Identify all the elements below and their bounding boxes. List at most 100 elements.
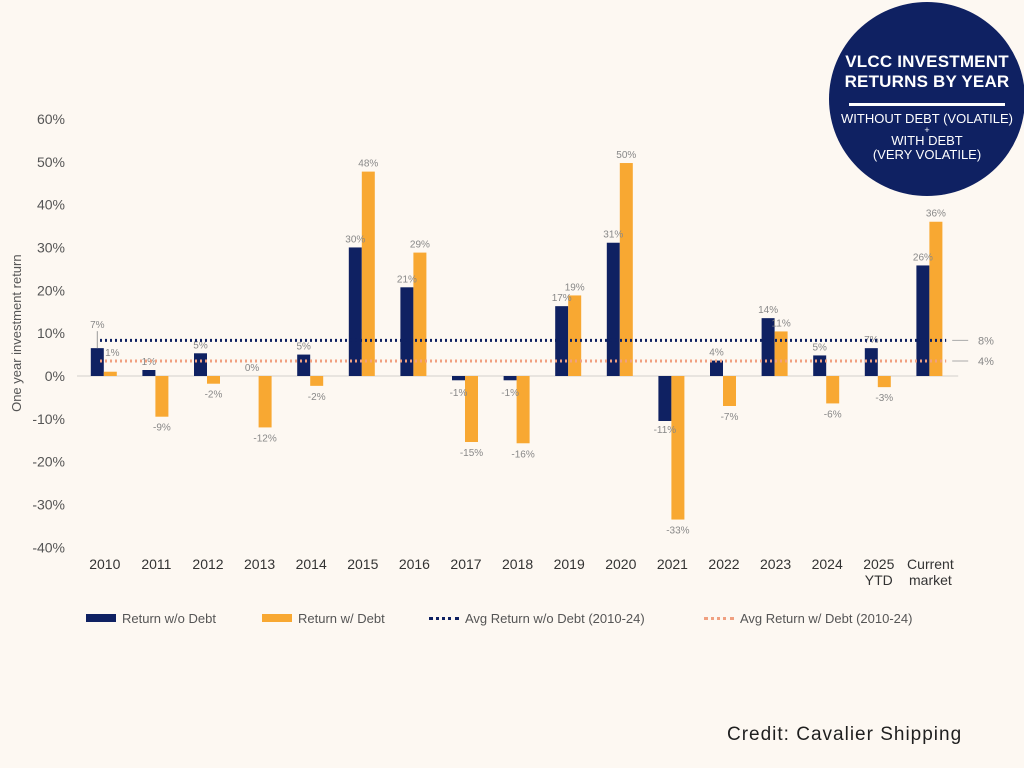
bar-with-debt	[516, 376, 530, 444]
y-tick-label: 10%	[37, 325, 65, 341]
bar-with-debt	[413, 252, 427, 376]
data-label-without-debt: -1%	[450, 388, 468, 399]
data-label-with-debt: -12%	[253, 433, 276, 444]
y-tick-label: 50%	[37, 154, 65, 170]
x-tick-label: 2011	[141, 556, 171, 572]
x-tick-label: 2021	[657, 556, 688, 572]
avg-label-with-debt: 4%	[978, 356, 994, 368]
y-tick-label: 30%	[37, 239, 65, 255]
badge-sub-line1: WITHOUT DEBT (VOLATILE)	[841, 111, 1013, 126]
data-label-without-debt: 0%	[245, 363, 260, 374]
legend-swatch-avg-with-debt	[704, 616, 734, 620]
bar-without-debt	[90, 348, 104, 376]
data-label-with-debt: 29%	[410, 240, 430, 251]
data-label-without-debt: 17%	[552, 293, 572, 304]
data-label-without-debt: 30%	[345, 234, 365, 245]
x-tick-label: 2013	[244, 556, 275, 572]
data-label-with-debt: 1%	[105, 348, 120, 359]
y-tick-label: 60%	[37, 111, 65, 127]
badge-divider	[849, 103, 1005, 106]
data-label-with-debt: -15%	[460, 448, 483, 459]
badge-sub-plus: +	[924, 125, 930, 135]
x-tick-label: YTD	[865, 572, 893, 588]
bar-with-debt	[155, 376, 169, 417]
bar-without-debt	[916, 265, 930, 376]
badge-title: VLCC INVESTMENT RETURNS BY YEAR	[829, 52, 1024, 92]
data-label-with-debt: -2%	[308, 392, 326, 403]
bar-without-debt	[194, 353, 207, 376]
bar-with-debt	[619, 163, 633, 376]
x-tick-label: 2015	[347, 556, 378, 572]
data-label-with-debt: 50%	[616, 150, 636, 161]
x-tick-label: 2023	[760, 556, 791, 572]
x-tick-label: 2012	[192, 556, 223, 572]
data-label-with-debt: 19%	[565, 282, 585, 293]
avg-label-without-debt: 8%	[978, 335, 994, 347]
legend-swatch-without-debt	[86, 614, 116, 622]
y-tick-label: 40%	[37, 197, 65, 213]
x-tick-label: 2025	[863, 556, 894, 572]
data-label-with-debt: 11%	[771, 318, 790, 329]
bar-with-debt	[929, 221, 943, 376]
data-label-with-debt: -33%	[666, 526, 689, 537]
bar-with-debt	[568, 295, 582, 376]
bar-with-debt	[723, 376, 736, 406]
bar-without-debt	[606, 242, 620, 376]
y-tick-label: -20%	[32, 454, 65, 470]
legend-swatch-with-debt	[262, 614, 292, 622]
bar-without-debt	[400, 287, 414, 376]
bar-with-debt	[361, 171, 375, 376]
data-label-without-debt: 1%	[142, 357, 157, 368]
data-label-with-debt: 48%	[358, 159, 378, 170]
bar-without-debt	[813, 355, 827, 376]
y-tick-label: -10%	[32, 411, 65, 427]
legend-item-avg-with-debt: Avg Return w/ Debt (2010-24)	[704, 607, 912, 629]
y-tick-label: 0%	[45, 368, 65, 384]
badge-sub-line2: WITH DEBT	[891, 133, 963, 148]
x-tick-label: 2010	[89, 556, 120, 572]
bar-with-debt	[207, 376, 220, 384]
x-tick-label: 2014	[296, 556, 327, 572]
data-label-with-debt: -2%	[205, 390, 223, 401]
bar-without-debt	[658, 376, 672, 421]
x-tick-label: 2016	[399, 556, 430, 572]
bar-with-debt	[826, 376, 840, 404]
legend-label-avg-without-debt: Avg Return w/o Debt (2010-24)	[465, 610, 645, 626]
data-label-with-debt: -9%	[153, 423, 171, 434]
credit-text: Credit: Cavalier Shipping	[727, 724, 963, 745]
bar-without-debt	[297, 354, 311, 376]
bar-with-debt	[258, 376, 272, 428]
data-label-without-debt: 5%	[812, 342, 827, 353]
data-label-without-debt: 5%	[193, 340, 208, 351]
bar-without-debt	[503, 376, 517, 381]
legend-item-with-debt: Return w/ Debt	[262, 607, 385, 629]
data-label-without-debt: 31%	[603, 230, 623, 241]
legend-item-avg-without-debt: Avg Return w/o Debt (2010-24)	[429, 607, 645, 629]
badge-title-line1: VLCC INVESTMENT	[845, 52, 1009, 71]
x-tick-label: 2018	[502, 556, 533, 572]
bar-with-debt	[877, 376, 891, 388]
bar-with-debt	[103, 371, 117, 376]
data-label-without-debt: 7%	[90, 320, 105, 331]
x-tick-label: 2019	[554, 556, 585, 572]
data-label-with-debt: 36%	[926, 209, 946, 220]
legend-label-avg-with-debt: Avg Return w/ Debt (2010-24)	[740, 610, 913, 626]
x-tick-label: 2024	[812, 556, 843, 572]
legend-swatch-avg-without-debt	[429, 616, 459, 620]
badge-sub-line3: (VERY VOLATILE)	[872, 147, 982, 162]
bar-without-debt	[452, 376, 465, 381]
x-tick-label: market	[909, 572, 952, 588]
bar-without-debt	[348, 247, 362, 376]
bar-without-debt	[710, 360, 723, 376]
bar-with-debt	[671, 376, 685, 520]
x-tick-label: Current	[907, 556, 954, 572]
data-label-without-debt: 5%	[296, 342, 311, 353]
data-label-without-debt: 21%	[397, 274, 417, 285]
chart-legend: Return w/o Debt Return w/ Debt Avg Retur…	[86, 607, 986, 629]
data-label-without-debt: 4%	[709, 348, 724, 359]
badge-title-line2: RETURNS BY YEAR	[844, 72, 1010, 91]
x-tick-label: 2017	[450, 556, 481, 572]
y-tick-label: -40%	[32, 539, 65, 555]
data-label-with-debt: -3%	[875, 393, 893, 404]
